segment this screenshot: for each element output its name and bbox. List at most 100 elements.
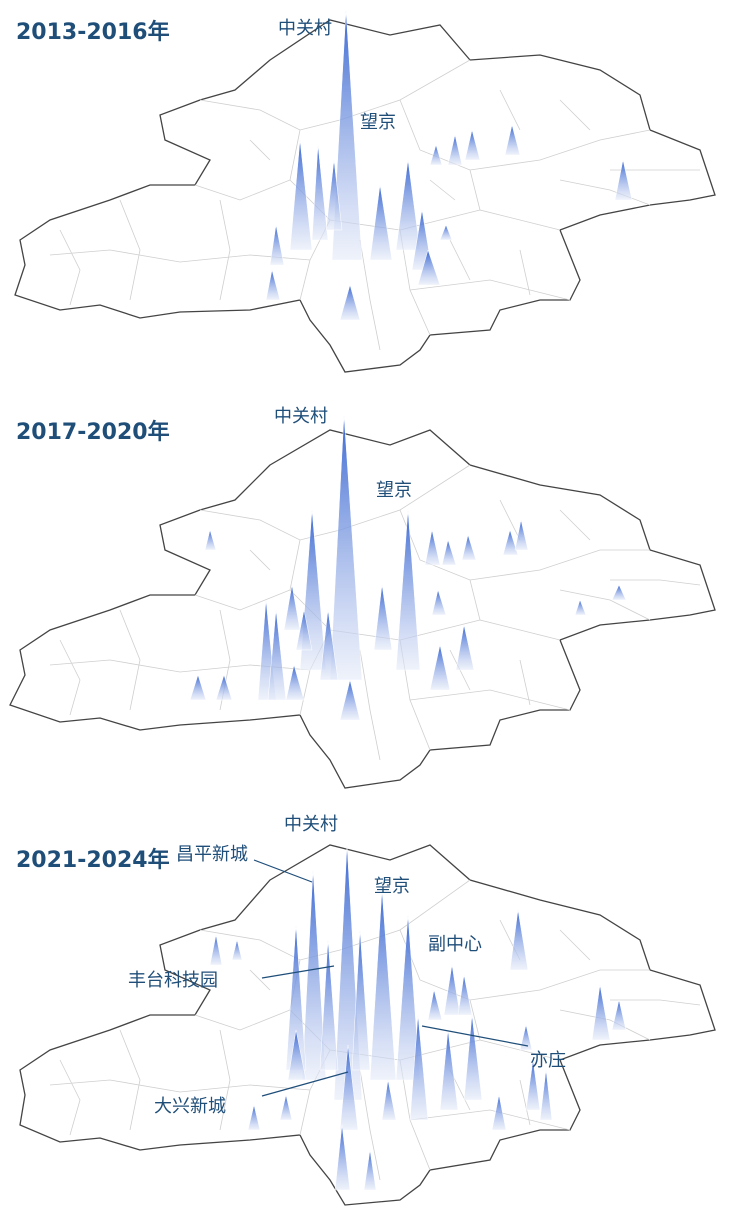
- peak: [461, 534, 477, 561]
- period-title: 2021-2024年: [16, 848, 170, 873]
- label-zhongguancun: 中关村: [278, 18, 332, 39]
- density-map-2017-2020: [9, 414, 716, 789]
- peak-zhongguancun: [329, 414, 363, 681]
- density-peaks: [189, 414, 627, 721]
- density-map-2021-2024: [19, 844, 716, 1206]
- peak: [611, 584, 627, 601]
- peak: [439, 224, 453, 241]
- peak: [427, 989, 443, 1021]
- peak: [429, 644, 451, 691]
- peak: [363, 1149, 377, 1191]
- peak: [381, 1079, 397, 1121]
- peak: [283, 584, 301, 631]
- peak-changping: [301, 869, 327, 1081]
- peak: [279, 1094, 293, 1121]
- label-wangjing: 望京: [360, 112, 396, 133]
- peak: [395, 509, 421, 671]
- peak: [339, 1044, 359, 1131]
- peak: [611, 999, 627, 1031]
- district-boundaries: [9, 429, 716, 789]
- peak: [287, 1029, 307, 1081]
- leader-line-yizhuang: [421, 1025, 529, 1047]
- peak: [455, 624, 475, 671]
- peak: [457, 974, 473, 1016]
- density-peaks: [209, 844, 627, 1191]
- peak: [215, 674, 233, 701]
- density-peaks: [265, 9, 633, 321]
- label-wangjing: 望京: [374, 876, 410, 897]
- district-boundaries: [14, 19, 716, 373]
- peak: [591, 984, 611, 1041]
- peak: [209, 934, 223, 966]
- peak: [334, 1124, 351, 1191]
- peak: [441, 539, 457, 566]
- label-fengtai: 丰台科技园: [128, 970, 218, 991]
- peak: [369, 889, 397, 1081]
- peak: [189, 674, 207, 701]
- label-daxing: 大兴新城: [154, 1096, 226, 1117]
- peak: [269, 224, 285, 266]
- leader-line-changping: [253, 859, 313, 883]
- peak: [431, 589, 447, 616]
- peak: [295, 609, 313, 651]
- peak: [395, 159, 421, 251]
- peak: [351, 929, 371, 1071]
- map-panel-2017-2020: 2017-2020年 中关村 望京: [0, 400, 730, 800]
- peak: [464, 129, 481, 161]
- label-zhongguancun: 中关村: [274, 406, 328, 427]
- peak: [614, 159, 633, 201]
- map-panel-2021-2024: 2021-2024年 中关村 昌平新城 望京 副中心 丰台科技园 亦庄 大兴新城: [0, 800, 730, 1219]
- leader-line-daxing: [261, 1071, 349, 1097]
- peak: [247, 1104, 261, 1131]
- peak: [265, 269, 281, 301]
- peak: [519, 1024, 533, 1051]
- peak: [369, 184, 393, 261]
- beijing-outline: [19, 844, 716, 1206]
- peak: [289, 139, 313, 251]
- peak: [204, 529, 217, 551]
- peak: [231, 939, 243, 961]
- peak: [447, 134, 463, 166]
- peak: [514, 519, 529, 551]
- label-zhongguancun: 中关村: [284, 814, 338, 835]
- peak: [285, 664, 305, 701]
- peak: [339, 679, 361, 721]
- peak: [424, 529, 441, 566]
- peak: [373, 584, 393, 651]
- peak: [319, 609, 339, 681]
- period-title: 2017-2020年: [16, 420, 170, 445]
- peak: [439, 1029, 459, 1111]
- peak: [319, 939, 339, 1071]
- peak: [417, 249, 441, 286]
- density-map-2013-2016: [14, 9, 716, 373]
- map-panel-2013-2016: 2013-2016年 中关村 望京: [0, 0, 730, 400]
- peak: [491, 1094, 507, 1131]
- district-lines: [49, 59, 700, 351]
- peak: [267, 609, 287, 701]
- peak: [502, 529, 519, 556]
- label-fuzhongxin: 副中心: [428, 934, 482, 955]
- peak: [539, 1069, 553, 1121]
- peak-zhongguancun: [331, 9, 363, 261]
- label-wangjing: 望京: [376, 480, 412, 501]
- peak: [429, 144, 443, 166]
- leader-lines: [253, 859, 529, 1097]
- leader-line-fengtai: [261, 965, 335, 979]
- label-yizhuang: 亦庄: [530, 1050, 566, 1071]
- peak: [443, 964, 461, 1016]
- peak: [325, 159, 343, 231]
- district-boundaries: [19, 844, 716, 1206]
- peak: [504, 124, 521, 156]
- peak: [574, 599, 587, 616]
- district-lines: [49, 879, 701, 1181]
- peak: [525, 1059, 541, 1111]
- peak: [339, 284, 361, 321]
- peak: [509, 909, 529, 971]
- peak: [409, 1014, 429, 1121]
- peak: [311, 144, 329, 241]
- beijing-outline: [9, 429, 716, 789]
- peak: [395, 914, 421, 1081]
- label-changping: 昌平新城: [176, 844, 248, 865]
- district-lines: [49, 464, 701, 761]
- period-title: 2013-2016年: [16, 20, 170, 45]
